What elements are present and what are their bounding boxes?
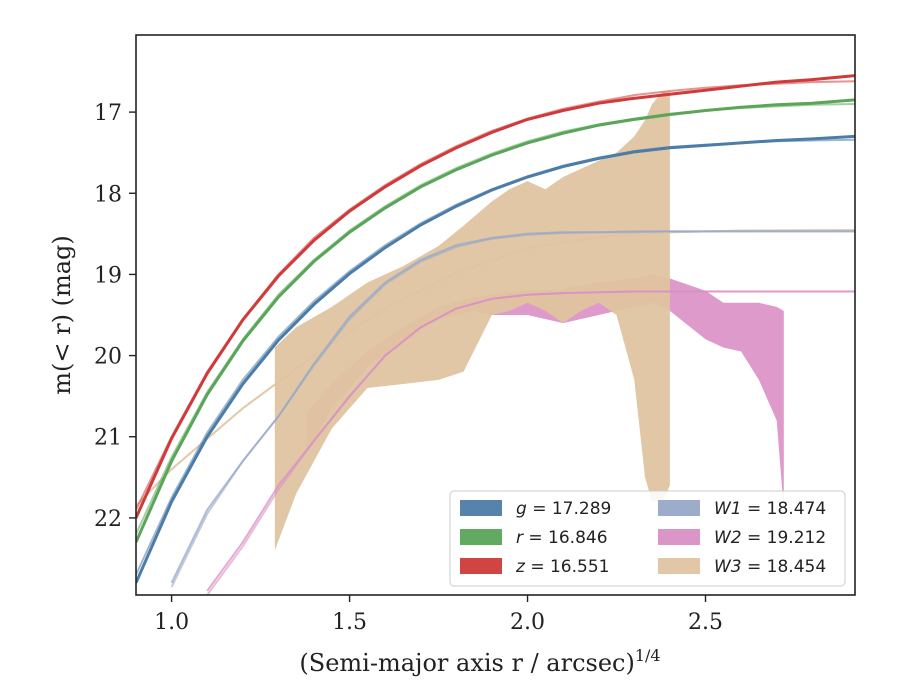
legend-label-z: z = 16.551 (515, 557, 609, 577)
x-tick-label: 1.5 (332, 610, 367, 635)
legend-label-w1: W1 = 18.474 (714, 499, 826, 519)
legend-label-w3: W3 = 18.454 (714, 557, 826, 577)
x-axis-label-text: (Semi-major axis r / arcsec) (299, 649, 634, 677)
data-line-z (136, 74, 855, 519)
y-tick-label: 21 (94, 426, 122, 451)
legend-box (449, 490, 846, 587)
legend: g = 17.289 W1 = 18.474 r = 16.846 W2 = 19.2… (449, 490, 846, 587)
legend-swatch-w2 (658, 529, 700, 545)
legend-swatch-g (460, 500, 502, 516)
x-axis-label-exponent: 1/4 (635, 646, 661, 665)
legend-swatch-r (460, 529, 502, 545)
data-line-r (136, 98, 855, 543)
y-tick-label: 18 (94, 182, 122, 207)
data-line-w1 (170, 230, 855, 584)
legend-swatch-w1 (658, 500, 700, 516)
x-axis-title: (Semi-major axis r / arcsec)1/4 (299, 646, 660, 677)
data-line-w2 (206, 290, 855, 592)
y-tick-label: 19 (94, 263, 122, 288)
x-axis: 1.0 1.5 2.0 2.5 (154, 595, 723, 635)
error-bands (274, 91, 784, 551)
x-tick-label: 2.5 (688, 610, 723, 635)
legend-label-g: g = 17.289 (516, 499, 611, 519)
x-tick-label: 2.0 (510, 610, 545, 635)
x-tick-label: 1.0 (154, 610, 189, 635)
legend-label-r: r = 16.846 (516, 528, 608, 548)
series-lines (136, 74, 855, 595)
y-axis: 17 18 19 20 21 22 (94, 101, 136, 532)
plot-frame (135, 34, 856, 596)
legend-label-w2: W2 = 19.212 (714, 528, 826, 548)
y-tick-label: 17 (94, 101, 122, 126)
band-w3 (274, 91, 670, 551)
legend-swatch-w3 (658, 558, 700, 574)
y-tick-label: 20 (94, 345, 122, 370)
y-tick-label: 22 (94, 507, 122, 532)
y-axis-title: m(< r) (mag) (48, 235, 76, 394)
legend-swatch-z (460, 558, 502, 574)
data-line-g (136, 134, 855, 584)
